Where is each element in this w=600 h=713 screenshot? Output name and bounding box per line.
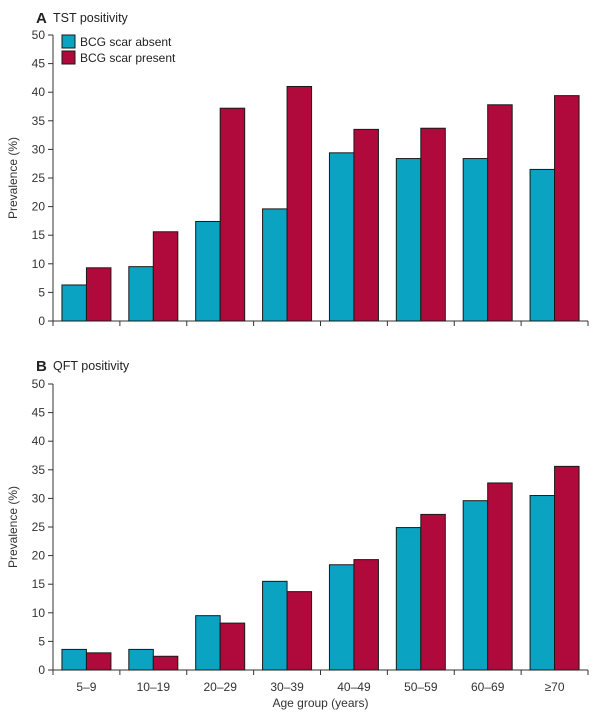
bar-scar-present — [219, 622, 246, 671]
bar-scar-absent — [262, 580, 288, 671]
y-tick-label: 5 — [38, 634, 45, 648]
y-tick-label: 30 — [32, 491, 46, 505]
x-tick-label: 60–69 — [471, 680, 505, 694]
bar-scar-absent — [462, 158, 489, 322]
y-tick-label: 15 — [32, 228, 46, 242]
bar-scar-absent — [195, 220, 221, 322]
x-tick-label: 40–49 — [337, 680, 371, 694]
bar-scar-present — [85, 652, 112, 671]
bar-scar-present — [420, 127, 446, 322]
y-tick-label: 50 — [32, 28, 46, 42]
bar-scar-absent — [61, 284, 87, 322]
y-tick-label: 50 — [32, 377, 46, 391]
bar-scar-absent — [128, 266, 154, 322]
panel-title: QFT positivity — [53, 359, 130, 373]
bar-scar-absent — [529, 168, 556, 322]
y-tick-label: 10 — [32, 257, 46, 271]
bar-scar-absent — [328, 152, 355, 322]
panel-b: B QFT positivity 0 5 10 15 20 25 30 35 40 45 50 Preva… — [6, 358, 589, 710]
x-tick-label: ≥70 — [545, 680, 565, 694]
bar-scar-absent — [128, 648, 154, 671]
bar-scar-absent — [395, 158, 422, 322]
legend-label: BCG scar absent — [80, 35, 172, 49]
panel-letter: A — [36, 10, 47, 27]
y-tick-label: 45 — [32, 406, 46, 420]
x-tick-label: 30–39 — [270, 680, 304, 694]
bar-scar-present — [554, 95, 580, 322]
y-tick-label: 5 — [38, 285, 45, 299]
bar-scar-present — [487, 482, 513, 671]
y-tick-label: 10 — [32, 606, 46, 620]
y-tick-label: 20 — [32, 549, 46, 563]
bar-scar-present — [219, 107, 246, 322]
y-axis-label: Prevalence (%) — [6, 137, 20, 219]
y-axis-label: Prevalence (%) — [6, 486, 20, 568]
x-axis-label: Age group (years) — [272, 696, 368, 710]
y-tick-label: 0 — [38, 314, 45, 328]
bar-scar-absent — [61, 648, 87, 671]
y-tick-label: 40 — [32, 85, 46, 99]
x-tick-label: 20–29 — [204, 680, 238, 694]
x-tick-label: 5–9 — [76, 680, 96, 694]
y-tick-label: 35 — [32, 114, 46, 128]
bar-scar-present — [85, 267, 112, 322]
panel-letter: B — [36, 358, 47, 375]
y-tick-label: 0 — [38, 663, 45, 677]
y-tick-label: 25 — [32, 520, 46, 534]
bar-scar-absent — [328, 564, 355, 671]
bar-scar-present — [353, 559, 379, 671]
legend-swatch — [61, 50, 76, 65]
bar-scar-present — [152, 655, 179, 671]
legend-swatch — [61, 34, 76, 49]
panel-a: A TST positivity 0 5 10 15 20 25 30 35 40 45 50 Preva… — [6, 10, 589, 328]
bar-scar-present — [487, 104, 513, 322]
x-tick-label: 50–59 — [404, 680, 438, 694]
y-tick-label: 30 — [32, 142, 46, 156]
bar-scar-present — [286, 85, 313, 322]
bar-scar-present — [353, 128, 379, 322]
bar-scar-absent — [262, 208, 288, 322]
y-tick-label: 35 — [32, 463, 46, 477]
y-tick-label: 45 — [32, 57, 46, 71]
y-tick-label: 15 — [32, 577, 46, 591]
x-tick-label: 10–19 — [137, 680, 171, 694]
bar-scar-present — [420, 513, 446, 671]
bar-scar-present — [554, 465, 580, 671]
bar-scar-absent — [395, 527, 422, 671]
bar-scar-absent — [195, 615, 221, 671]
y-tick-label: 40 — [32, 434, 46, 448]
bar-scar-present — [152, 231, 179, 322]
bar-scar-absent — [529, 495, 556, 671]
legend-label: BCG scar present — [80, 51, 176, 65]
y-tick-label: 25 — [32, 171, 46, 185]
legend: BCG scar absent BCG scar present — [61, 34, 176, 65]
bar-scar-absent — [462, 500, 489, 671]
bar-scar-present — [286, 591, 313, 671]
y-tick-label: 20 — [32, 200, 46, 214]
panel-title: TST positivity — [53, 11, 129, 25]
